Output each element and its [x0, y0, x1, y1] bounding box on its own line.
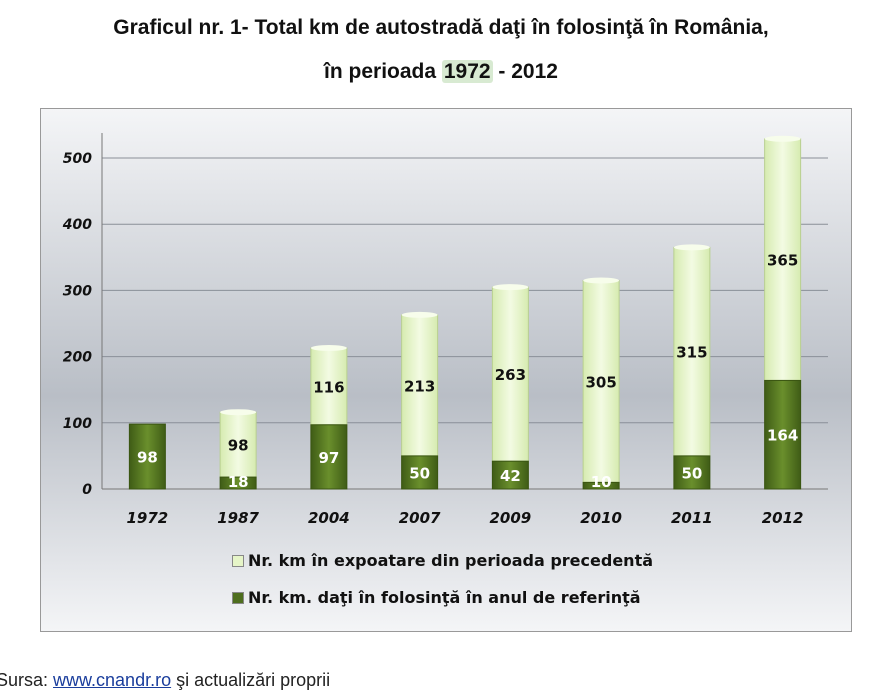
- title-suffix: - 2012: [492, 60, 558, 83]
- bar-referinta: [310, 424, 348, 490]
- chart-frame: [40, 108, 852, 632]
- data-label-precedent: 365: [767, 252, 798, 270]
- chart-title-line1: Graficul nr. 1- Total km de autostradă d…: [113, 16, 769, 39]
- data-label-referinta: 50: [409, 464, 430, 482]
- data-label-referinta: 42: [500, 467, 521, 485]
- x-tick-label: 2009: [490, 509, 532, 527]
- source-suffix: şi actualizări proprii: [171, 670, 331, 690]
- data-label-precedent: 213: [404, 377, 435, 395]
- data-label-precedent: 315: [676, 344, 707, 362]
- y-tick-label: 100: [63, 416, 92, 432]
- legend-label: Nr. km. daţi în folosinţă în anul de ref…: [248, 588, 641, 607]
- bar-cap: [764, 135, 801, 142]
- data-label-precedent: 263: [495, 366, 526, 384]
- bar-precedent: [582, 279, 620, 483]
- bar-cap: [492, 284, 529, 291]
- y-tick-label: 500: [63, 151, 92, 167]
- bar-cap: [583, 277, 620, 284]
- title-prefix: în perioada: [324, 60, 442, 83]
- y-tick-label: 200: [63, 350, 92, 366]
- bar-precedent: [310, 347, 348, 426]
- source-link[interactable]: www.cnandr.ro: [53, 670, 172, 690]
- bar-cap: [220, 409, 257, 416]
- bar-precedent: [673, 246, 711, 457]
- legend-item-referinta: Nr. km. daţi în folosinţă în anul de ref…: [232, 588, 641, 607]
- bar-cap: [401, 311, 438, 318]
- bar-precedent: [219, 411, 257, 478]
- data-label-precedent: 116: [313, 378, 344, 396]
- bar-referinta: [582, 481, 620, 490]
- x-tick-label: 1972: [127, 509, 169, 527]
- bar-precedent: [764, 138, 802, 381]
- data-label-referinta: 50: [681, 464, 702, 482]
- bar-referinta: [673, 455, 711, 490]
- chart-title-line2: în perioada 1972 - 2012: [0, 60, 882, 84]
- bar-referinta: [401, 455, 439, 490]
- bar-referinta: [491, 460, 529, 490]
- bar-referinta: [764, 379, 802, 490]
- legend-swatch: [232, 591, 244, 604]
- x-tick-label: 1987: [217, 509, 259, 527]
- y-tick-label: 0: [82, 482, 92, 498]
- legend-label: Nr. km în expoatare din perioada precede…: [248, 551, 654, 570]
- x-tick-label: 2004: [308, 509, 350, 527]
- legend-swatch: [232, 554, 244, 567]
- data-label-referinta: 97: [318, 449, 339, 467]
- bar-cap: [310, 344, 347, 351]
- y-tick-label: 400: [62, 217, 92, 233]
- x-tick-label: 2010: [580, 509, 622, 527]
- data-label-referinta: 164: [767, 427, 798, 445]
- data-label-referinta: 18: [228, 473, 249, 491]
- legend-item-precedent: Nr. km în expoatare din perioada precede…: [232, 551, 653, 570]
- bar-cap: [673, 244, 710, 251]
- bar-referinta: [128, 423, 166, 490]
- x-tick-label: 2011: [671, 509, 713, 527]
- source-prefix: Sursa:: [0, 670, 54, 690]
- bar-referinta: [219, 476, 257, 490]
- data-label-precedent: 305: [585, 373, 616, 391]
- x-tick-label: 2007: [399, 509, 441, 527]
- title-highlight: 1972: [441, 60, 493, 83]
- data-label-precedent: 98: [228, 437, 249, 455]
- data-label-referinta: 98: [137, 449, 158, 467]
- y-tick-label: 300: [63, 283, 92, 299]
- data-label-referinta: 10: [591, 473, 612, 491]
- x-tick-label: 2012: [762, 509, 804, 527]
- source-note: Sursa: www.cnandr.ro şi actualizări prop…: [0, 670, 330, 691]
